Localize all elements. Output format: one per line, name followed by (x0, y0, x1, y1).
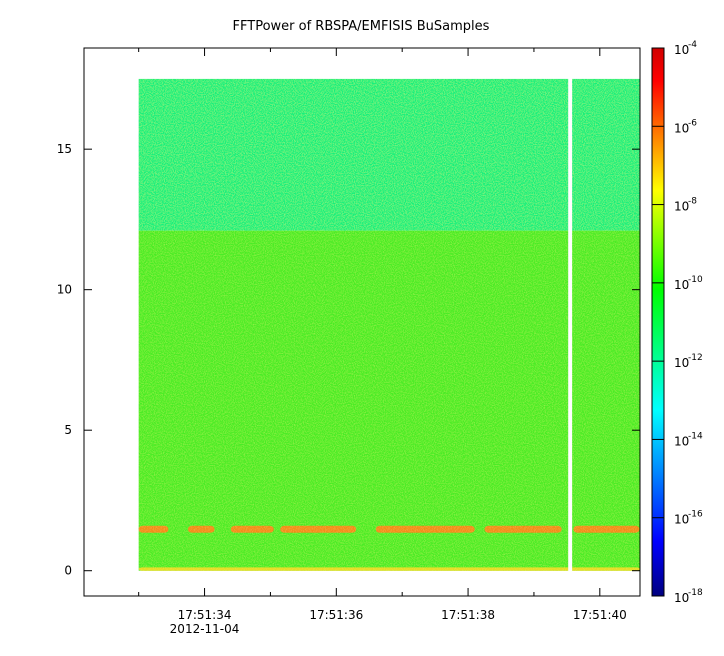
power-band-1-segment-0 (138, 567, 640, 571)
colorbar-label-0: 10-4 (674, 40, 697, 57)
y-tick-label-10: 10 (57, 283, 72, 297)
power-region-0 (138, 78, 640, 231)
colorbar-label-exp: -10 (688, 275, 703, 285)
colorbar-label-6: 10-16 (674, 510, 703, 527)
colorbar-label-base: 10 (674, 278, 689, 292)
x-tick-sublabel-0: 2012-11-04 (170, 622, 240, 636)
colorbar-label-7: 10-18 (674, 588, 703, 605)
colorbar-label-base: 10 (674, 121, 689, 135)
colorbar-label-exp: -16 (688, 510, 703, 520)
colorbar-label-1: 10-6 (674, 118, 697, 135)
power-band-0-segment-2 (230, 525, 274, 533)
colorbar-label-3: 10-10 (674, 275, 703, 292)
spectrogram (138, 78, 640, 571)
y-tick-label-0: 0 (64, 564, 72, 578)
x-tick-label-3: 17:51:40 (573, 608, 627, 622)
colorbar-label-exp: -14 (688, 431, 703, 441)
power-band-0-segment-4 (375, 525, 475, 533)
data-gap (568, 77, 573, 572)
power-band-0-segment-5 (484, 525, 562, 533)
colorbar-label-base: 10 (674, 513, 689, 527)
colorbar-label-base: 10 (674, 591, 689, 605)
colorbar-label-2: 10-8 (674, 197, 697, 214)
colorbar-label-exp: -12 (688, 353, 703, 363)
power-band-0-segment-3 (280, 525, 357, 533)
colorbar-label-exp: -4 (688, 40, 697, 50)
power-band-0-segment-6 (573, 525, 640, 533)
colorbar-label-5: 10-14 (674, 431, 703, 448)
power-band-0-segment-0 (138, 525, 169, 533)
power-band-0-segment-1 (188, 525, 215, 533)
colorbar-label-exp: -8 (688, 197, 697, 207)
colorbar-label-base: 10 (674, 200, 689, 214)
chart-title: FFTPower of RBSPA/EMFISIS BuSamples (233, 19, 490, 34)
power-region-1 (138, 230, 640, 571)
colorbar-label-4: 10-12 (674, 353, 703, 370)
x-tick-label-0: 17:51:34 (178, 608, 232, 622)
y-tick-label-5: 5 (64, 423, 72, 437)
x-tick-label-2: 17:51:38 (441, 608, 495, 622)
x-tick-label-1: 17:51:36 (309, 608, 363, 622)
y-tick-label-15: 15 (57, 142, 72, 156)
data-gap-layer (568, 77, 573, 572)
colorbar-label-base: 10 (674, 434, 689, 448)
colorbar-gradient (651, 47, 665, 597)
y-axis: 0 5 10 15 (57, 142, 640, 578)
colorbar-label-base: 10 (674, 43, 689, 57)
plot-frame (83, 47, 641, 597)
colorbar-label-exp: -6 (688, 118, 697, 128)
colorbar-label-base: 10 (674, 356, 689, 370)
colorbar-label-exp: -18 (688, 588, 703, 598)
